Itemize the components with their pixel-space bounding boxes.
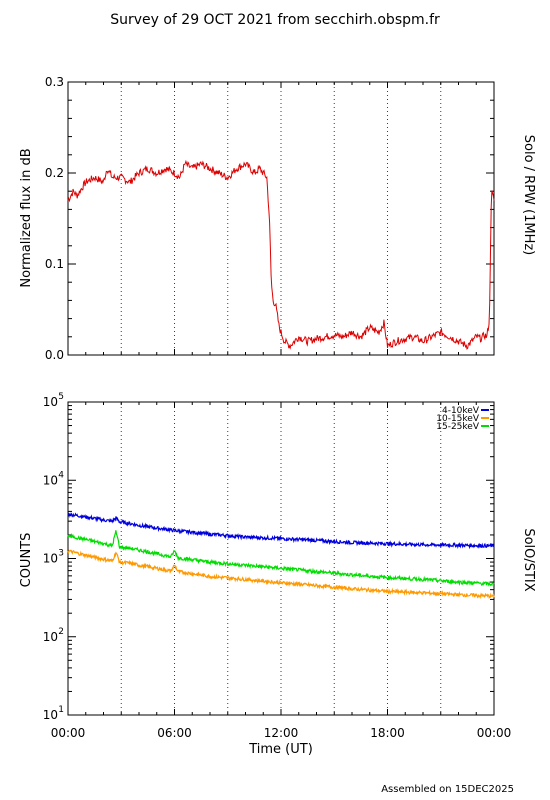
rpw-marker-lines xyxy=(120,83,442,354)
x-tick-label: 12:00 xyxy=(264,726,299,740)
y-tick-exponent: 5 xyxy=(58,392,64,402)
y-tick-label: 10 xyxy=(43,552,58,566)
x-axis-title: Time (UT) xyxy=(248,742,313,757)
y-tick-label: 10 xyxy=(43,708,58,722)
stix-y-axis-title: COUNTS xyxy=(19,533,34,588)
x-tick-label: 18:00 xyxy=(370,726,405,740)
assembled-footer: Assembled on 15DEC2025 xyxy=(381,784,514,795)
rpw-x-ticks xyxy=(67,82,495,355)
y-tick-exponent: 2 xyxy=(58,627,64,637)
stix-series-group xyxy=(67,512,495,600)
rpw-series-group xyxy=(67,159,495,350)
x-tick-label: 06:00 xyxy=(157,726,192,740)
y-tick-label: 0.0 xyxy=(45,348,64,362)
y-tick-label: 10 xyxy=(43,630,58,644)
rpw-y-ticks: 0.0 0.1 0.2 0.3 xyxy=(45,75,494,362)
x-tick-label: 00:00 xyxy=(51,726,86,740)
figure-title: Survey of 29 OCT 2021 from secchirh.obsp… xyxy=(110,12,440,28)
y-tick-label: 10 xyxy=(43,473,58,487)
rpw-flux-line xyxy=(67,159,495,350)
rpw-plot-frame xyxy=(67,81,495,356)
stix-series-line-3 xyxy=(67,530,495,587)
rpw-y-axis-title: Normalized flux in dB xyxy=(19,148,34,287)
x-tick-label: 00:00 xyxy=(477,726,512,740)
stix-x-ticks xyxy=(67,402,495,715)
y-tick-label: 10 xyxy=(43,395,58,409)
stix-marker-lines xyxy=(120,403,442,714)
legend-label: 4-10keV xyxy=(442,406,480,416)
rpw-instrument-label: Solo / RPW (1MHz) xyxy=(521,135,536,256)
legend-label: 15-25keV xyxy=(436,422,480,432)
rpw-panel: 0.0 0.1 0.2 0.3 Normalized flux in dB Solo … xyxy=(19,75,536,362)
x-tick-labels: 00:00 06:00 12:00 18:00 00:00 xyxy=(51,726,512,740)
stix-plot-frame xyxy=(67,401,495,716)
y-tick-exponent: 3 xyxy=(58,549,64,559)
y-tick-label: 0.1 xyxy=(45,257,64,271)
y-tick-label: 0.3 xyxy=(45,75,64,89)
y-tick-label: 0.2 xyxy=(45,166,64,180)
stix-series-line-2 xyxy=(67,549,495,600)
y-tick-exponent: 4 xyxy=(58,470,64,480)
stix-series-line-1 xyxy=(67,512,495,550)
y-tick-exponent: 1 xyxy=(58,705,64,715)
legend-label: 10-15keV xyxy=(436,414,480,424)
stix-instrument-label: SolO/STIX xyxy=(521,528,536,591)
